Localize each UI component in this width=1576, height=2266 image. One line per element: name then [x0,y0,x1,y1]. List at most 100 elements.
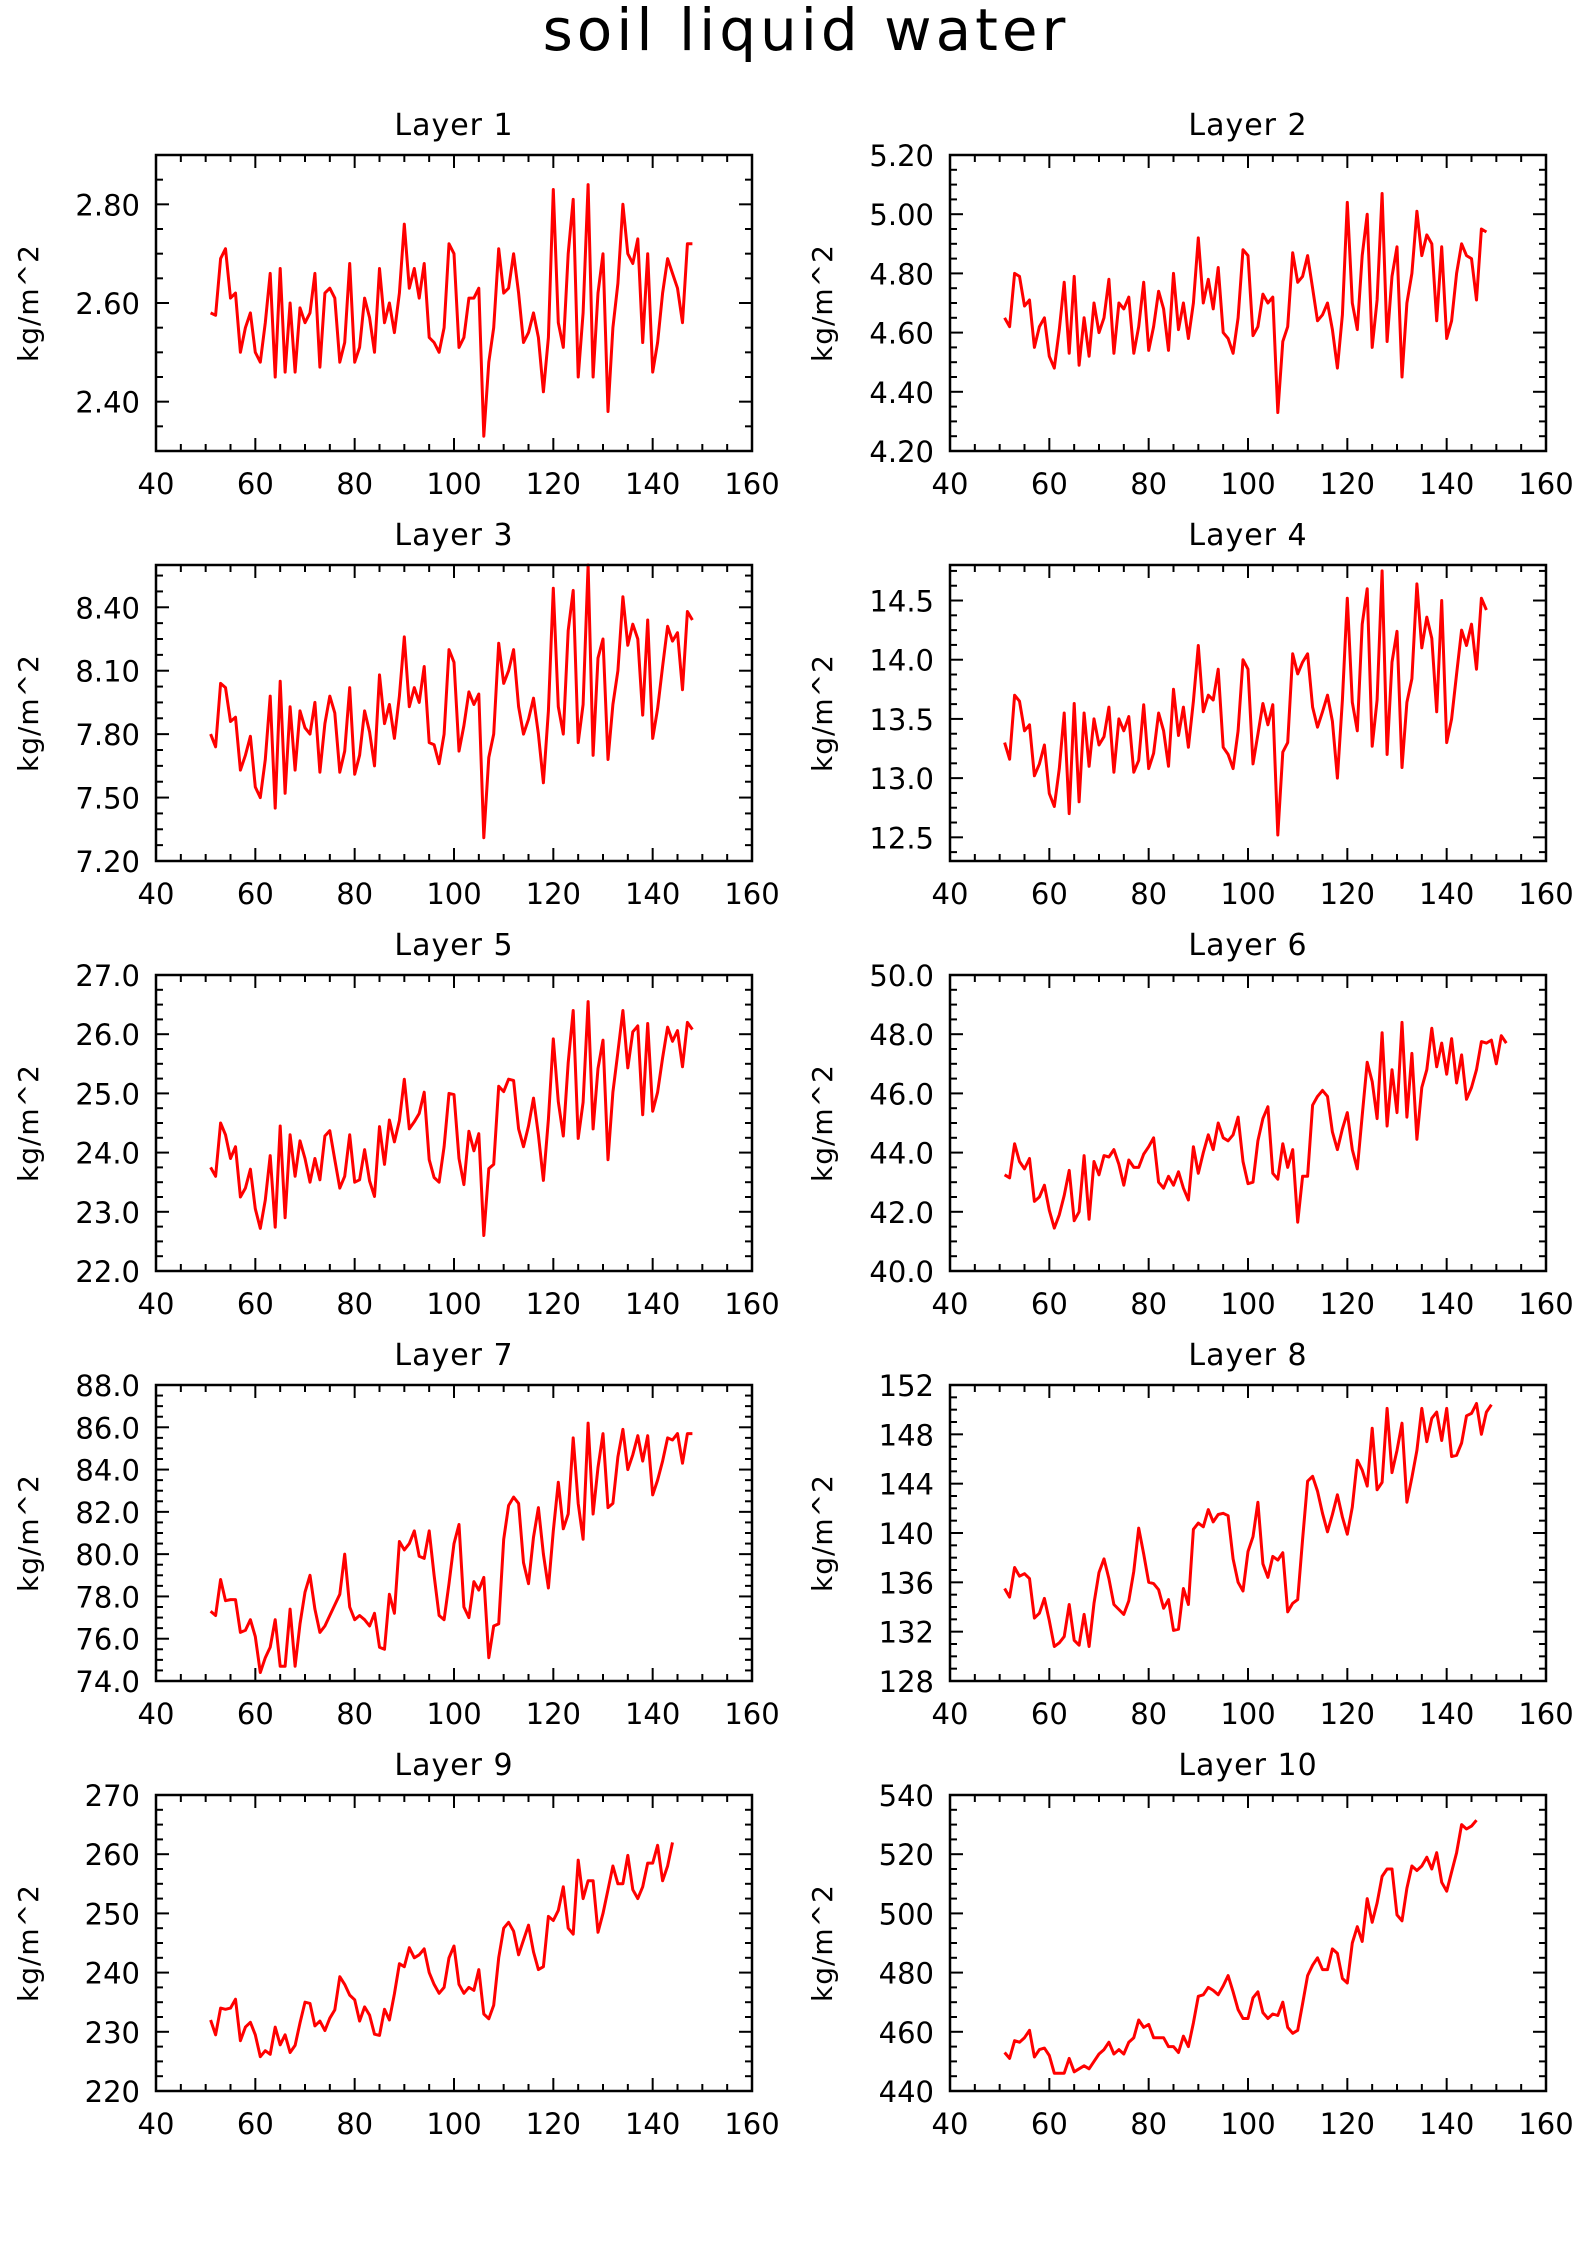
y-tick-label: 270 [85,1779,140,1813]
chart-panel-1: Layer 1 kg/m^2 40 60 80 100 120 140 160 2.40 2.60 2… [12,108,780,501]
plot-frame [948,563,1548,863]
y-tick-label: 40.0 [869,1255,934,1289]
y-tick-label: 14.5 [869,585,934,619]
series-line [209,1000,694,1237]
x-tick-label: 60 [237,877,274,911]
x-tick-label: 140 [625,1697,680,1731]
plot-frame [154,1383,754,1683]
x-tick-label: 140 [625,1287,680,1321]
y-axis-label: kg/m^2 [806,1884,839,2002]
y-tick-label: 144 [879,1468,934,1502]
x-tick-label: 120 [1320,467,1375,501]
x-tick-label: 120 [526,467,581,501]
x-tick-label: 160 [1518,1697,1573,1731]
x-tick-label: 40 [932,1287,969,1321]
x-tick-label: 160 [1518,1287,1573,1321]
plot-frame [948,973,1548,1273]
x-tick-label: 60 [1031,2107,1068,2141]
y-tick-label: 520 [879,1838,934,1872]
x-tick-label: 80 [336,2107,373,2141]
x-tick-label: 160 [724,2107,779,2141]
x-tick-label: 80 [1130,2107,1167,2141]
figure-title: soil liquid water [543,0,1070,64]
y-axis-label: kg/m^2 [12,654,45,772]
panel-title: Layer 2 [1188,108,1307,143]
plot-frame [948,1383,1548,1683]
x-tick-label: 120 [1320,1697,1375,1731]
y-tick-label: 148 [879,1418,934,1452]
series-line [1003,1819,1478,2075]
x-tick-label: 120 [1320,1287,1375,1321]
y-tick-label: 7.20 [75,845,140,879]
x-tick-label: 40 [138,1697,175,1731]
y-axis-label: kg/m^2 [12,1474,45,1592]
y-tick-label: 25.0 [75,1077,140,1111]
x-tick-label: 40 [138,877,175,911]
y-tick-label: 4.40 [869,376,934,410]
y-axis-label: kg/m^2 [806,654,839,772]
y-tick-label: 250 [85,1897,140,1931]
chart-panel-2: Layer 2 kg/m^2 40 60 80 100 120 140 160 4.20 4.40 4… [806,108,1574,501]
panel-grid: Layer 1 kg/m^2 40 60 80 100 120 140 160 2.40 2.60 2… [12,108,1574,2141]
y-tick-label: 88.0 [75,1369,140,1403]
y-tick-label: 132 [879,1616,934,1650]
x-tick-label: 80 [336,467,373,501]
y-tick-label: 86.0 [75,1411,140,1445]
y-tick-label: 22.0 [75,1255,140,1289]
x-tick-label: 40 [932,2107,969,2141]
y-axis-label: kg/m^2 [12,1064,45,1182]
x-tick-label: 80 [1130,877,1167,911]
x-tick-label: 120 [526,1287,581,1321]
y-tick-label: 7.50 [75,782,140,816]
x-tick-label: 100 [426,2107,481,2141]
series-line [1003,1402,1493,1648]
plot-frame [154,973,754,1273]
x-tick-label: 80 [336,1697,373,1731]
panel-title: Layer 7 [394,1338,513,1373]
x-tick-label: 120 [1320,877,1375,911]
y-tick-label: 4.20 [869,435,934,469]
y-tick-label: 74.0 [75,1665,140,1699]
y-tick-label: 46.0 [869,1077,934,1111]
x-tick-label: 140 [1419,877,1474,911]
x-tick-label: 140 [1419,467,1474,501]
x-tick-label: 100 [1220,1697,1275,1731]
y-tick-label: 2.40 [75,386,140,420]
y-axis-label: kg/m^2 [806,1474,839,1592]
series-line [1003,569,1488,837]
y-tick-label: 2.80 [75,188,140,222]
y-tick-label: 136 [879,1566,934,1600]
plot-frame [154,1793,754,2093]
x-tick-label: 160 [724,1697,779,1731]
y-tick-label: 460 [879,2016,934,2050]
y-tick-label: 12.5 [869,821,934,855]
y-tick-label: 230 [85,2016,140,2050]
y-tick-label: 4.80 [869,257,934,291]
y-tick-label: 152 [879,1369,934,1403]
panel-title: Layer 4 [1188,518,1307,553]
x-tick-label: 140 [1419,1697,1474,1731]
y-tick-label: 8.10 [75,655,140,689]
series-line [209,183,693,438]
x-tick-label: 40 [138,1287,175,1321]
x-tick-label: 60 [1031,1287,1068,1321]
x-tick-label: 160 [1518,877,1573,911]
y-tick-label: 2.60 [75,287,140,321]
x-tick-label: 100 [1220,877,1275,911]
x-tick-label: 60 [1031,1697,1068,1731]
y-tick-label: 24.0 [75,1137,140,1171]
x-tick-label: 60 [237,2107,274,2141]
x-tick-label: 40 [932,1697,969,1731]
y-tick-label: 140 [879,1517,934,1551]
x-tick-label: 120 [526,877,581,911]
x-tick-label: 80 [1130,1287,1167,1321]
plot-frame [948,1793,1548,2093]
x-tick-label: 160 [724,1287,779,1321]
y-tick-label: 78.0 [75,1580,140,1614]
y-tick-label: 13.0 [869,762,934,796]
y-tick-label: 76.0 [75,1623,140,1657]
y-tick-label: 84.0 [75,1454,140,1488]
x-tick-label: 40 [138,467,175,501]
x-tick-label: 160 [724,877,779,911]
y-tick-label: 480 [879,1957,934,1991]
